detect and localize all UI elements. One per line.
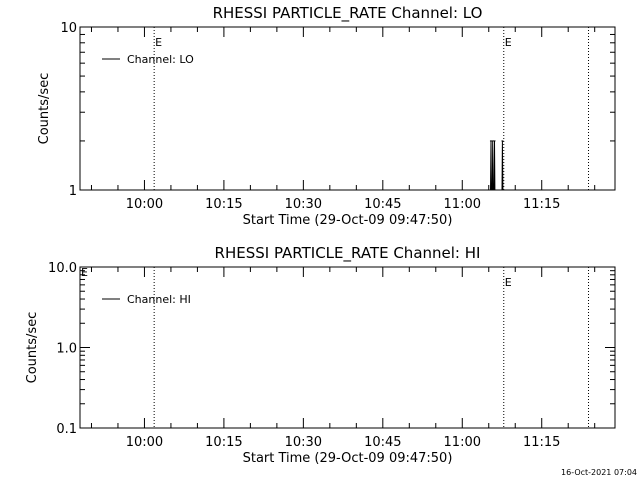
x-tick-label: 11:15 — [523, 435, 560, 450]
x-tick-label: 11:00 — [444, 197, 481, 212]
x-axis-label: Start Time (29-Oct-09 09:47:50) — [243, 451, 453, 466]
event-marker-label: E — [155, 36, 162, 49]
x-tick-label: 10:00 — [126, 435, 163, 450]
x-tick-label: 10:00 — [126, 197, 163, 212]
chart-title: RHESSI PARTICLE_RATE Channel: LO — [213, 4, 483, 23]
x-tick-label: 10:30 — [285, 435, 322, 450]
series-line — [490, 140, 504, 191]
x-tick-label: 10:15 — [205, 197, 242, 212]
y-tick-label: 0.1 — [56, 422, 77, 437]
corner-label: E — [81, 266, 88, 279]
legend-entry: Channel: HI — [127, 293, 191, 306]
legend-entry: Channel: LO — [127, 53, 194, 66]
x-tick-label: 11:00 — [444, 435, 481, 450]
y-tick-label: 1 — [69, 184, 77, 199]
x-tick-label: 10:30 — [285, 197, 322, 212]
chart-panel-2: RHESSI PARTICLE_RATE Channel: HI Counts/s… — [25, 244, 616, 466]
x-tick-label: 10:45 — [364, 197, 401, 212]
x-axis-label: Start Time (29-Oct-09 09:47:50) — [243, 213, 453, 228]
y-axis-label: Counts/sec — [25, 312, 40, 384]
event-marker-label: E — [505, 36, 512, 49]
y-tick-label: 10.0 — [48, 261, 77, 276]
x-tick-label: 11:15 — [523, 197, 560, 212]
event-marker-label: E — [505, 276, 512, 289]
x-tick-label: 10:15 — [205, 435, 242, 450]
footer-timestamp: 16-Oct-2021 07:04 — [561, 468, 637, 477]
x-tick-label: 10:45 — [364, 435, 401, 450]
chart-panel-1: RHESSI PARTICLE_RATE Channel: LO Counts/s… — [37, 4, 616, 228]
chart-title: RHESSI PARTICLE_RATE Channel: HI — [215, 244, 481, 263]
y-tick-label: 10 — [60, 21, 77, 36]
y-axis-label: Counts/sec — [37, 73, 52, 145]
plot-frame — [79, 26, 616, 191]
y-tick-label: 1.0 — [56, 342, 77, 357]
